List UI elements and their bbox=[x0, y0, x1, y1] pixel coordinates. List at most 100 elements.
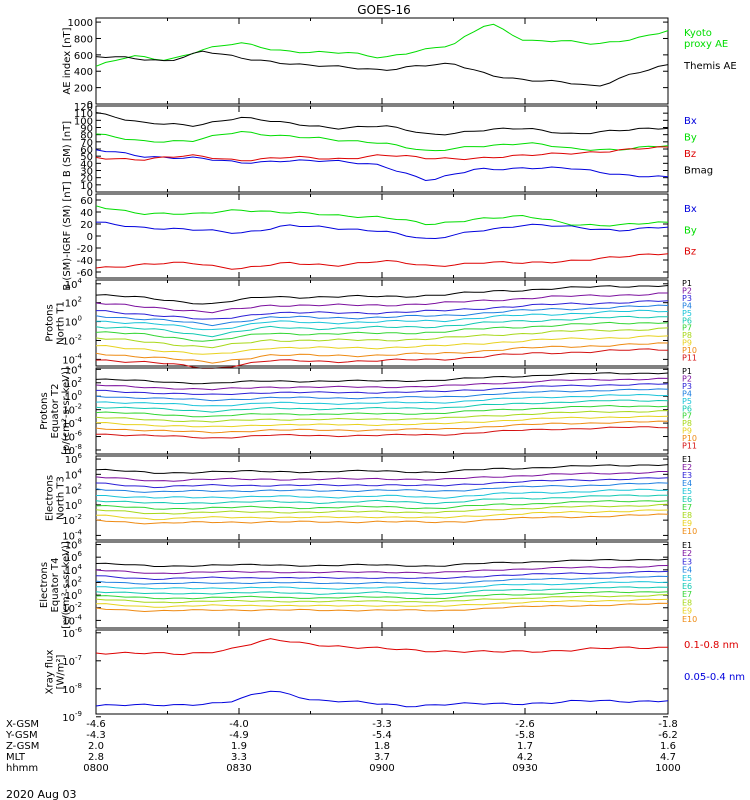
legend-label: By bbox=[684, 133, 697, 144]
channel-line-p11 bbox=[95, 348, 669, 369]
legend-label: P4 bbox=[682, 389, 692, 398]
legend-label: P3 bbox=[682, 382, 692, 391]
y-axis-label: [p/(cm²-s-sr-keV)] bbox=[61, 367, 72, 455]
channel-line-p9 bbox=[95, 415, 669, 428]
footer-value: 1.7 bbox=[517, 741, 533, 752]
channel-line-e3 bbox=[95, 477, 669, 489]
date-label: 2020 Aug 03 bbox=[6, 788, 76, 800]
series-line-bz bbox=[95, 253, 669, 270]
y-axis-label: Xray flux bbox=[45, 650, 56, 695]
legend-label: E9 bbox=[682, 519, 692, 528]
legend-label: E10 bbox=[682, 615, 697, 624]
footer-value: 0930 bbox=[512, 763, 537, 774]
footer-value: -6.2 bbox=[658, 730, 678, 741]
legend-label: 0.05-0.4 nm bbox=[684, 672, 745, 683]
channel-line-p6 bbox=[95, 399, 669, 413]
y-tick-exponent: -2 bbox=[75, 403, 82, 411]
legend-label: E4 bbox=[682, 566, 692, 575]
channel-line-p1 bbox=[95, 372, 669, 385]
footer-value: -4.6 bbox=[86, 719, 106, 730]
channel-line-p1 bbox=[95, 285, 669, 305]
y-tick-label: 0 bbox=[87, 100, 93, 111]
y-tick-label: 100 bbox=[65, 315, 82, 329]
legend-label: By bbox=[684, 225, 697, 236]
legend-label: E1 bbox=[682, 541, 692, 550]
y-axis-label: AE index [nT] bbox=[62, 27, 73, 94]
channel-line-p5 bbox=[95, 393, 669, 407]
footer-value: -5.8 bbox=[515, 730, 535, 741]
footer-value: 1000 bbox=[655, 763, 680, 774]
channel-line-p5 bbox=[95, 309, 669, 331]
legend-label: P9 bbox=[682, 427, 692, 436]
y-tick-exponent: -2 bbox=[75, 601, 82, 609]
y-axis-label: Protons bbox=[45, 304, 56, 341]
channel-line-e3 bbox=[95, 570, 669, 581]
y-tick-label: 0 bbox=[87, 232, 93, 243]
legend-label: P9 bbox=[682, 339, 692, 348]
legend-label: Kyoto bbox=[684, 28, 712, 39]
y-tick-exponent: -4 bbox=[75, 416, 83, 424]
footer-value: -4.0 bbox=[229, 719, 249, 730]
channel-line-p10 bbox=[95, 420, 669, 434]
channel-line-e10 bbox=[95, 602, 669, 613]
legend-label: E10 bbox=[682, 527, 697, 536]
legend-label: P8 bbox=[682, 331, 692, 340]
channel-line-p7 bbox=[95, 321, 669, 342]
footer-row-label: hhmm bbox=[6, 763, 38, 774]
channel-line-e1 bbox=[95, 464, 669, 474]
y-tick-exponent: 4 bbox=[78, 277, 83, 285]
footer-value: -4.9 bbox=[229, 730, 249, 741]
channel-line-p10 bbox=[95, 342, 669, 364]
footer-row-label: X-GSM bbox=[6, 719, 39, 730]
channel-line-e6 bbox=[95, 494, 669, 505]
y-tick-label: 600 bbox=[74, 51, 93, 62]
series-line-bz bbox=[95, 146, 669, 162]
legend-label: E8 bbox=[682, 511, 692, 520]
y-tick-label: 800 bbox=[74, 34, 93, 45]
y-tick-label: 120 bbox=[74, 102, 93, 113]
legend-label: Bz bbox=[684, 247, 696, 258]
y-tick-exponent: 6 bbox=[78, 550, 83, 558]
y-tick-label: 102 bbox=[65, 483, 82, 497]
legend-label: E3 bbox=[682, 557, 692, 566]
chart-title: GOES-16 bbox=[357, 3, 411, 17]
y-tick-label: 10-9 bbox=[62, 710, 82, 724]
y-tick-label: 60 bbox=[80, 145, 93, 156]
channel-line-e9 bbox=[95, 598, 669, 608]
footer-value: 0830 bbox=[226, 763, 251, 774]
y-tick-exponent: -6 bbox=[75, 626, 83, 634]
channel-line-p8 bbox=[95, 327, 669, 349]
legend-label: P10 bbox=[682, 434, 697, 443]
legend-label: E5 bbox=[682, 574, 692, 583]
channel-line-p2 bbox=[95, 377, 669, 391]
panel-frame bbox=[95, 541, 669, 629]
series-line-by bbox=[95, 205, 669, 227]
series-line-bx bbox=[95, 221, 669, 240]
y-tick-exponent: -7 bbox=[75, 654, 82, 662]
footer-value: 3.3 bbox=[231, 752, 247, 763]
panel-frame bbox=[95, 17, 669, 105]
series-line-xray bbox=[95, 638, 669, 656]
legend-label: P6 bbox=[682, 404, 692, 413]
y-tick-label: 0 bbox=[87, 188, 93, 199]
channel-line-e7 bbox=[95, 591, 669, 600]
channel-line-e10 bbox=[95, 513, 669, 525]
series-line-bmag bbox=[95, 112, 669, 136]
legend-label: Bmag bbox=[684, 166, 713, 177]
y-tick-label: 70 bbox=[80, 138, 93, 149]
legend-label: E7 bbox=[682, 503, 692, 512]
y-tick-label: 200 bbox=[74, 84, 93, 95]
channel-line-p2 bbox=[95, 292, 668, 314]
y-tick-exponent: 2 bbox=[78, 575, 82, 583]
legend-label: E7 bbox=[682, 590, 692, 599]
legend-label: E8 bbox=[682, 598, 692, 607]
channel-line-p3 bbox=[96, 300, 669, 320]
footer-value: 1.8 bbox=[374, 741, 390, 752]
legend-label: E2 bbox=[682, 463, 692, 472]
panel-frame bbox=[95, 455, 669, 541]
y-tick-exponent: -6 bbox=[75, 430, 83, 438]
legend-label: P10 bbox=[682, 346, 697, 355]
